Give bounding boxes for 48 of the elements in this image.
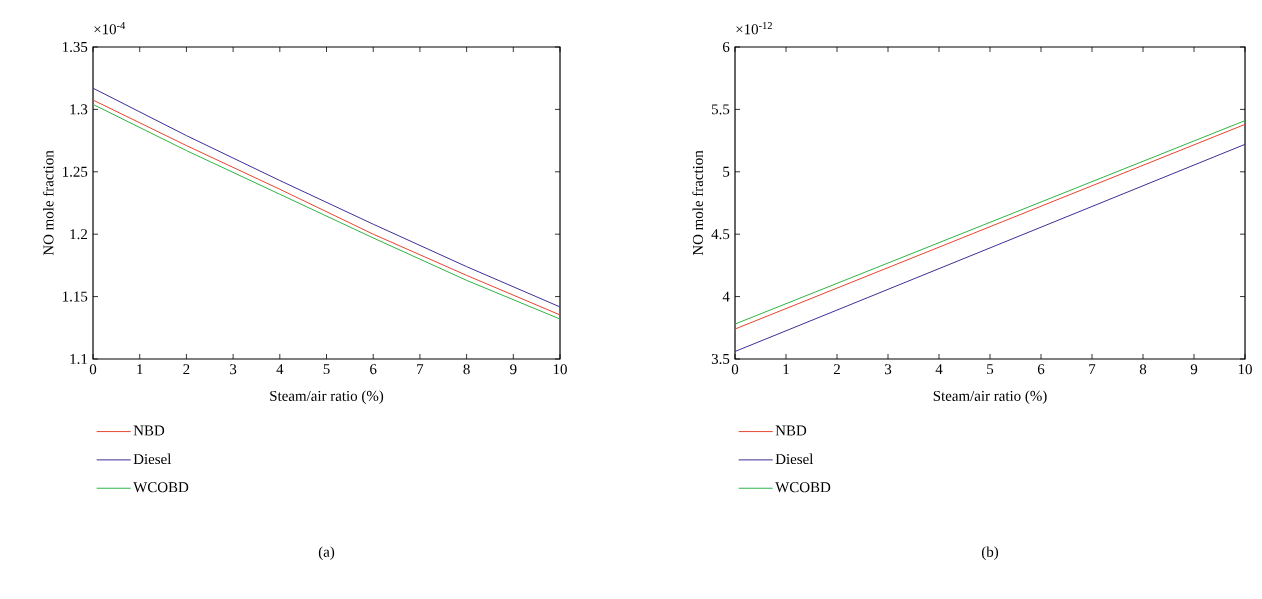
x-tick-label: 5 [323,364,330,375]
x-tick-label: 7 [1089,364,1096,374]
x-tick-label: 10 [553,364,567,375]
y-axis-title: NO mole fraction [42,150,54,256]
y-tick-label: 1.35 [62,41,88,53]
x-tick-label: 8 [1139,364,1147,375]
x-tick-label: 3 [230,364,237,375]
x-tick-label: 9 [1190,364,1198,375]
legend-label: WCOBD [775,482,831,493]
y-tick-label: 1.15 [62,291,88,302]
x-tick-label: 1 [137,364,143,375]
x-tick-label: 9 [510,364,517,375]
x-tick-label: 0 [89,364,97,375]
x-tick-label: 6 [1037,364,1045,375]
x-tick-label: 6 [370,364,377,375]
y-tick-label: 1.1 [70,353,87,365]
y-tick-label: 5 [723,166,730,177]
y-tick-label: 3.5 [711,353,730,365]
text: (a) [318,546,335,560]
x-tick-label: 10 [1238,364,1252,375]
y-tick-label: 4 [722,291,730,302]
x-tick-label: 3 [885,364,892,375]
y-tick-label: 5.5 [712,104,730,115]
x-axis-title: Steam/air ratio (%) [270,390,384,404]
text: ×10$^{-4}$ [94,22,126,35]
y-tick-label: 4.5 [711,229,730,240]
legend-label: NBD [775,425,807,436]
x-tick-label: 1 [783,364,789,375]
x-tick-label: 2 [183,364,190,375]
x-tick-label: 0 [731,364,739,375]
x-axis-title: Steam/air ratio (%) [933,390,1047,404]
y-tick-label: 1.3 [70,104,88,115]
x-tick-label: 4 [935,364,943,374]
y-axis-title: NO mole fraction [692,150,703,256]
x-tick-label: 5 [987,364,994,375]
x-tick-label: 4 [276,364,284,374]
x-tick-label: 2 [833,364,840,375]
x-tick-label: 7 [417,364,424,374]
text: (b) [981,546,999,560]
legend-label: WCOBD [133,482,189,493]
y-tick-label: 1.2 [70,229,87,240]
legend-label: NBD [133,425,165,436]
y-tick-label: 1.25 [62,166,88,177]
legend-label: Diesel [775,453,814,465]
legend-label: Diesel [133,453,172,465]
text: ×10$^{-12}$ [736,22,772,35]
x-tick-label: 8 [463,364,470,375]
y-tick-label: 6 [723,41,730,52]
